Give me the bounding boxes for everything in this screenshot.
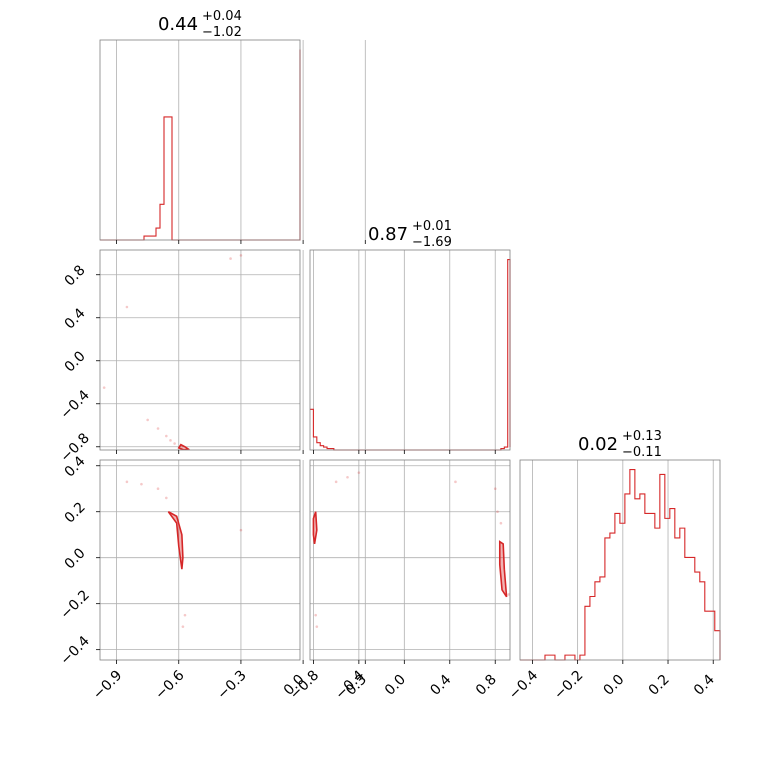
x-tick-label: −0.8 (287, 667, 322, 702)
histogram-panel-2: 0.02 +0.13−0.11 (519, 429, 721, 664)
param-title-median-0: 0.44 (158, 14, 198, 35)
y-tick-label: −0.2 (57, 587, 92, 622)
histogram-line-0 (100, 49, 301, 241)
histogram-panel-1: 0.87 +0.01−1.69 (309, 219, 511, 454)
x-tick-label: 0.8 (473, 672, 500, 699)
scatter-point (140, 482, 143, 486)
contour (177, 443, 190, 450)
panel-frame (309, 459, 511, 661)
x-tick-label: −0.3 (214, 667, 249, 702)
x-tick-label: 0.4 (691, 672, 718, 699)
scatter-panel-1-0: 0.80.40.0−0.4−0.8 (57, 249, 403, 466)
panel-frame (99, 249, 301, 451)
scatter-point (146, 418, 149, 422)
scatter-point (354, 591, 357, 594)
x-tick-label: 0.0 (382, 672, 409, 699)
scatter-point (499, 521, 503, 525)
panel-frame (519, 459, 721, 661)
scatter-panel-2-1 (309, 459, 511, 664)
scatter-point (173, 442, 176, 445)
x-tick-label: −0.9 (90, 667, 125, 702)
contour (498, 540, 508, 598)
scatter-point (239, 254, 243, 257)
histogram-line-2 (520, 468, 721, 661)
x-tick-label: −0.6 (152, 667, 187, 702)
x-tick-label: 0.0 (600, 672, 627, 699)
scatter-point (368, 259, 371, 262)
y-tick-label: −0.4 (57, 633, 92, 668)
param-title-minus-1: −1.69 (412, 235, 452, 250)
y-tick-label: 0.2 (62, 499, 89, 526)
scatter-point (183, 613, 187, 617)
contour (378, 263, 403, 266)
y-tick-label: 0.8 (62, 262, 89, 289)
scatter-point (165, 496, 168, 500)
scatter-point (165, 434, 168, 438)
scatter-point (493, 487, 497, 491)
scatter-point (156, 487, 160, 491)
scatter-point (239, 528, 243, 532)
param-title-median-1: 0.87 (368, 224, 408, 245)
y-tick-label: −0.4 (57, 387, 92, 422)
scatter-point (370, 255, 373, 258)
panel-frame (309, 249, 511, 451)
scatter-point (102, 386, 106, 389)
scatter-point (156, 427, 160, 430)
x-tick-label: 0.4 (427, 672, 454, 699)
scatter-point (454, 480, 457, 484)
param-title-plus-0: +0.04 (202, 9, 242, 24)
scatter-point (334, 480, 338, 484)
histogram-line-1 (310, 258, 511, 451)
contour (365, 535, 394, 597)
x-tick-label: −0.4 (506, 667, 541, 702)
scatter-point (323, 563, 326, 566)
scatter-point (314, 613, 317, 617)
param-title-plus-1: +0.01 (412, 219, 452, 234)
y-tick-label: 0.0 (62, 545, 89, 572)
scatter-point (125, 305, 129, 309)
scatter-point (229, 257, 232, 260)
scatter-point (343, 579, 346, 582)
param-title-median-2: 0.02 (578, 434, 618, 455)
contour (167, 511, 184, 570)
scatter-point (169, 439, 172, 442)
x-tick-label: −0.2 (551, 667, 586, 702)
scatter-panel-2-0: 0.40.20.0−0.2−0.4 (57, 453, 398, 669)
scatter-point (381, 257, 384, 260)
x-tick-label: 0.2 (646, 672, 673, 699)
param-title-minus-0: −1.02 (202, 25, 242, 40)
panel-frame (99, 39, 301, 241)
scatter-point (357, 471, 361, 474)
contour (312, 511, 318, 545)
param-title-plus-2: +0.13 (622, 429, 662, 444)
scatter-point (125, 480, 129, 484)
scatter-point (181, 625, 185, 628)
scatter-point (507, 593, 510, 596)
param-title-minus-2: −0.11 (622, 445, 662, 460)
scatter-point (315, 625, 319, 628)
histogram-panel-0: 0.44 +0.04−1.02 (99, 9, 366, 244)
scatter-point (346, 475, 349, 479)
y-tick-label: 0.0 (62, 348, 89, 375)
scatter-point (395, 499, 398, 502)
y-tick-label: 0.4 (62, 305, 89, 332)
panel-frame (99, 459, 301, 661)
scatter-point (496, 510, 499, 514)
